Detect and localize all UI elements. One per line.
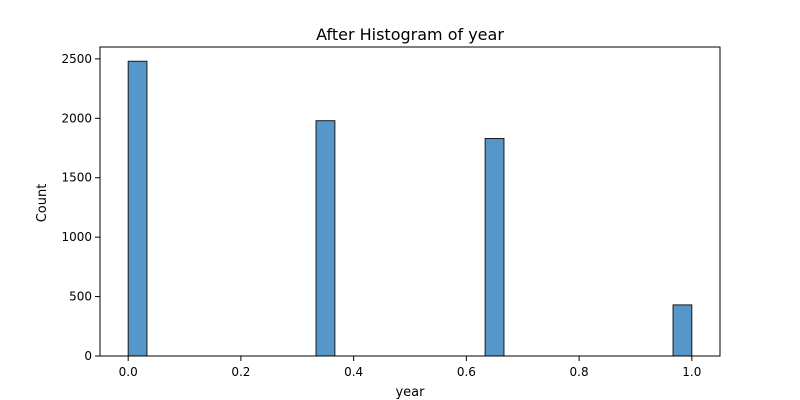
y-tick-label: 500 (69, 290, 92, 304)
y-tick-label: 1000 (61, 230, 92, 244)
y-axis-label: Count (35, 184, 50, 223)
x-tick-label: 0.2 (231, 365, 250, 379)
chart-title: After Histogram of year (316, 25, 504, 44)
x-tick-label: 0.8 (570, 365, 589, 379)
y-tick-label: 2000 (61, 111, 92, 125)
bars-layer (127, 60, 693, 357)
histogram-bar-3 (672, 304, 693, 357)
x-tick-label: 0.4 (344, 365, 363, 379)
x-tick-label: 0.0 (119, 365, 138, 379)
histogram-bar-0 (127, 60, 148, 357)
y-tick-label: 0 (84, 349, 92, 363)
x-axis-label: year (395, 385, 425, 400)
y-axis: 0 500 1000 1500 2000 2500 (61, 52, 100, 363)
histogram-bar-2 (484, 138, 505, 357)
y-tick-label: 1500 (61, 171, 92, 185)
y-tick-label: 2500 (61, 52, 92, 66)
plot-frame (99, 46, 721, 357)
x-tick-label: 0.6 (457, 365, 476, 379)
x-tick-label: 1.0 (682, 365, 701, 379)
histogram-bar-1 (315, 120, 336, 357)
x-axis: 0.0 0.2 0.4 0.6 0.8 1.0 (119, 356, 701, 379)
